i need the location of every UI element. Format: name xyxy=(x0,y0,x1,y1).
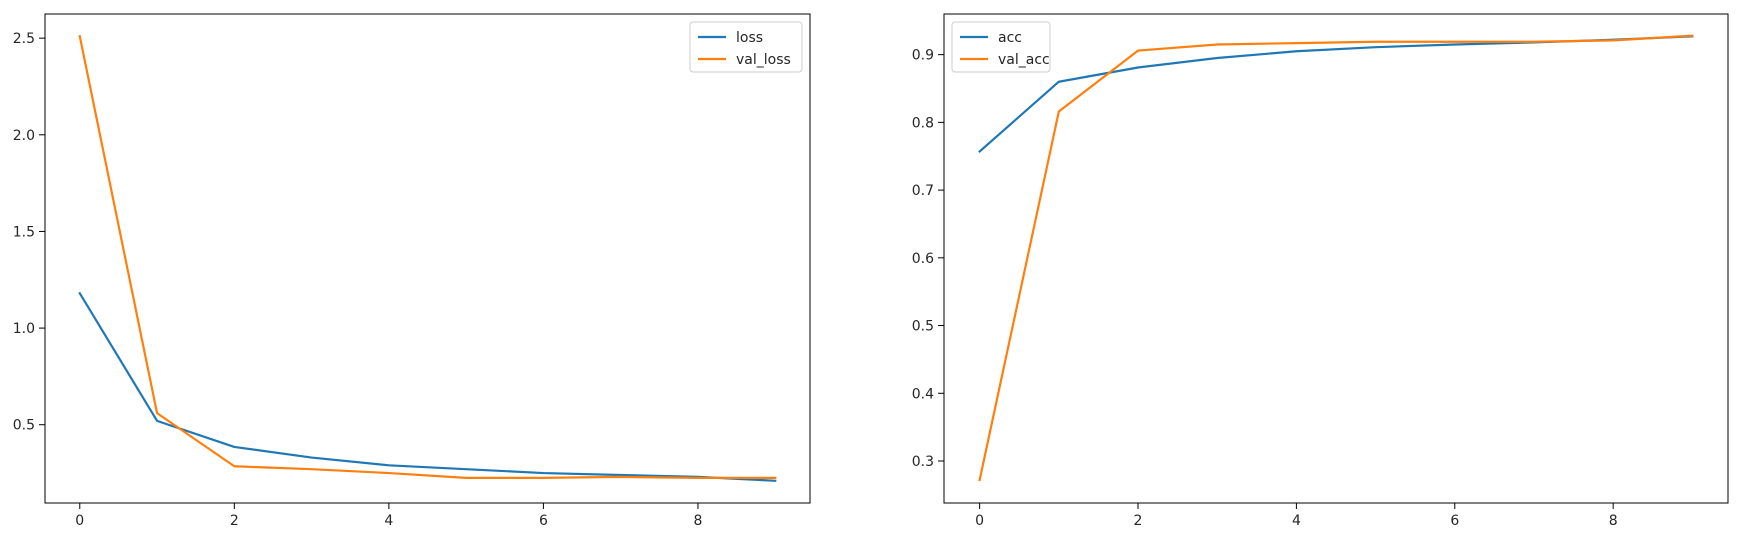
y-tick-label: 2.0 xyxy=(13,128,35,144)
y-tick-label: 0.4 xyxy=(912,386,934,402)
x-tick-label: 6 xyxy=(539,513,548,529)
y-tick-label: 2.5 xyxy=(13,31,35,47)
x-tick-label: 0 xyxy=(75,513,84,529)
legend-label-val-loss: val_loss xyxy=(736,52,791,68)
legend: acc val_acc xyxy=(951,21,1051,73)
legend: loss val_loss xyxy=(689,21,803,73)
y-tick-label: 0.7 xyxy=(912,183,934,199)
axes-frame xyxy=(44,13,811,504)
series-line-loss xyxy=(78,291,777,482)
y-tick-label: 0.8 xyxy=(912,115,934,131)
x-tick-label: 8 xyxy=(1609,513,1618,529)
y-tick-label: 0.3 xyxy=(912,454,934,470)
y-tick-label: 0.5 xyxy=(13,418,35,434)
x-tick-label: 6 xyxy=(1450,513,1459,529)
x-tick-label: 4 xyxy=(384,513,393,529)
y-tick-label: 0.9 xyxy=(912,48,934,64)
series-line-val-acc xyxy=(978,34,1694,482)
x-tick-label: 8 xyxy=(693,513,702,529)
y-tick-label: 1.5 xyxy=(13,224,35,240)
legend-label-val-acc: val_acc xyxy=(998,52,1050,68)
axes-frame xyxy=(943,13,1729,504)
x-tick-label: 0 xyxy=(975,513,984,529)
x-tick-label: 2 xyxy=(1134,513,1143,529)
y-tick-label: 0.6 xyxy=(912,251,934,267)
y-tick-label: 0.5 xyxy=(912,319,934,335)
legend-label-acc: acc xyxy=(998,30,1022,46)
loss-plot: 0 2 4 6 8 0.5 1.0 1.5 2.0 2.5 loss val_loss xyxy=(13,13,811,529)
x-tick-label: 4 xyxy=(1292,513,1301,529)
legend-label-loss: loss xyxy=(736,30,763,46)
x-tick-label: 2 xyxy=(230,513,239,529)
accuracy-plot: 0 2 4 6 8 0.3 0.4 0.5 0.6 0.7 0.8 0.9 acc val_acc xyxy=(912,13,1729,529)
y-tick-label: 1.0 xyxy=(13,321,35,337)
series-line-val-loss xyxy=(78,34,777,479)
